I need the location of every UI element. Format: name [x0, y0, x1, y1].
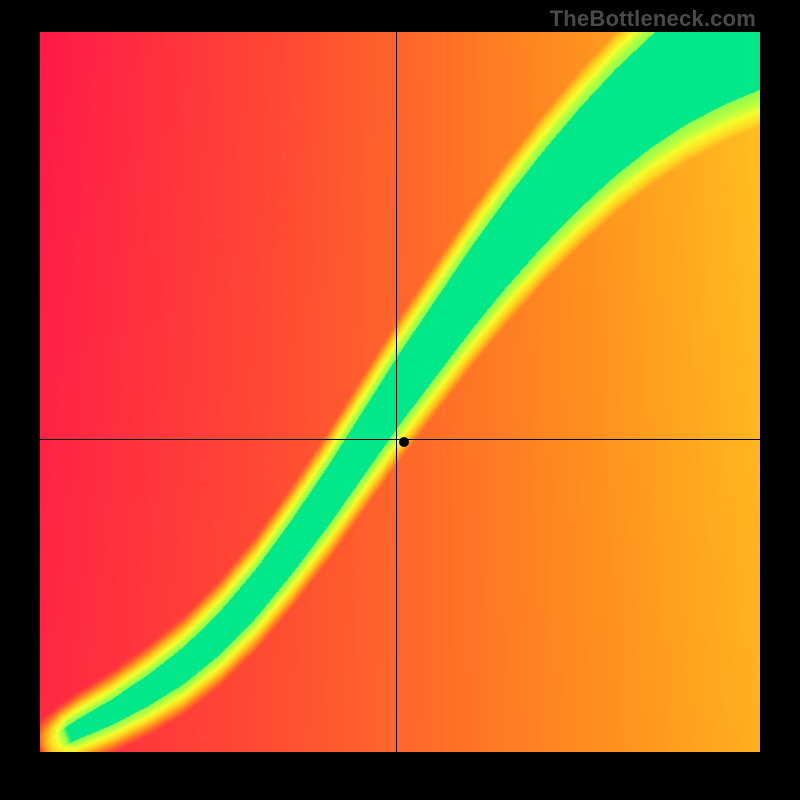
- marker-dot: [399, 437, 409, 447]
- plot-area: [40, 32, 760, 752]
- heatmap-canvas: [40, 32, 760, 752]
- watermark-text: TheBottleneck.com: [550, 6, 756, 32]
- chart-container: TheBottleneck.com: [0, 0, 800, 800]
- crosshair-vertical: [396, 32, 397, 752]
